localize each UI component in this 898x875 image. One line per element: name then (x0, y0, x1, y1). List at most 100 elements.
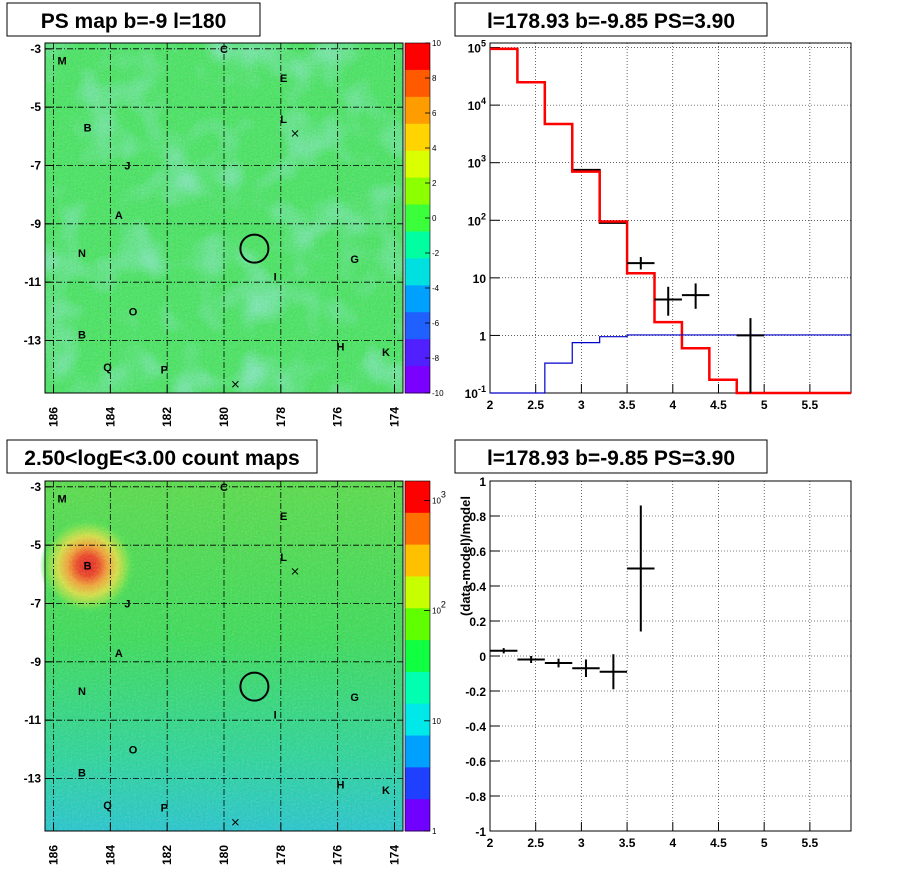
y-tick-label: 0.4 (469, 580, 486, 594)
x-tick-label: 186 (47, 845, 61, 865)
colorbar-segment (405, 231, 430, 259)
y-tick-label: -13 (24, 772, 42, 786)
source-label: B (84, 561, 92, 573)
source-cross (232, 818, 239, 826)
y-tick-label: -7 (30, 597, 41, 611)
source-label: O (129, 306, 138, 318)
y-tick-label: -0.6 (465, 755, 486, 769)
x-tick-label: 180 (217, 407, 231, 427)
colorbar-segment (405, 258, 430, 286)
y-tick-label: 1 (479, 329, 486, 343)
x-tick-label: 4.5 (710, 398, 727, 412)
colorbar-segment (405, 640, 430, 673)
y-tick-label: -3 (30, 480, 41, 494)
residual-panel: l=178.93 b=-9.85 PS=3.90 2 2.5 3 3.5 4 4.5 5 5.5… (454, 439, 852, 850)
panel-title: l=178.93 b=-9.85 PS=3.90 (487, 10, 735, 33)
panel-title: l=178.93 b=-9.85 PS=3.90 (487, 447, 735, 470)
y-tick-label: 10-1 (465, 384, 486, 401)
x-tick-label: 2.5 (527, 398, 544, 412)
y-tick-label: 0.6 (469, 545, 486, 559)
colorbar-frame (404, 480, 431, 832)
source-label: A (115, 648, 123, 660)
x-tick-label: 184 (103, 845, 117, 865)
source-label: G (350, 254, 359, 266)
source-label: K (382, 785, 390, 797)
y-tick-label: 0.2 (469, 615, 486, 629)
x-tick-label: 5 (761, 836, 768, 850)
y-tick-label: -7 (30, 159, 41, 173)
x-tick-label: 5 (761, 398, 768, 412)
source-label: H (337, 341, 345, 353)
source-label: L (280, 552, 287, 564)
colorbar-segment (405, 767, 430, 800)
panel-title: PS map b=-9 l=180 (41, 10, 227, 33)
y-tick-label: 0 (479, 650, 486, 664)
colorbar-segment (405, 735, 430, 768)
colorbar-tick-label: -6 (432, 319, 440, 328)
target-circle (239, 233, 270, 264)
source-label: L (280, 114, 287, 126)
source-label: B (78, 330, 86, 342)
colorbar-tick-label: 4 (432, 144, 437, 153)
y-tick-label: -9 (30, 217, 41, 231)
source-label: M (57, 56, 66, 68)
colorbar-tick-label: 1 (432, 827, 437, 836)
source-label: Q (103, 362, 112, 374)
colorbar-segment (405, 544, 430, 577)
series-step-line (490, 47, 851, 395)
colorbar-tick-label: -4 (432, 284, 440, 293)
y-axis-label: (data-model)/model (458, 496, 473, 616)
colorbar-segment (405, 43, 430, 71)
x-tick-label: 3 (578, 836, 585, 850)
y-tick-label: -0.4 (465, 720, 486, 734)
colorbar-segment (405, 512, 430, 546)
x-tick-label: 4 (669, 836, 676, 850)
source-label: B (78, 768, 86, 780)
colorbar-tick-label: 10 (432, 717, 441, 726)
series-step-line (490, 334, 851, 394)
source-cross (291, 568, 299, 575)
source-label: J (124, 599, 130, 611)
source-label: P (161, 803, 168, 815)
colorbar-tick-label: 10 (432, 39, 441, 48)
x-tick-label: 3.5 (619, 836, 636, 850)
source-label: C (220, 482, 228, 494)
y-tick-label: -13 (24, 334, 42, 348)
y-tick-label: -0.2 (465, 685, 486, 699)
x-tick-label: 176 (331, 845, 345, 865)
colorbar-segment (405, 339, 430, 367)
colorbar-tick-label: -10 (432, 389, 444, 398)
x-tick-label: 3.5 (619, 398, 636, 412)
target-circle (239, 671, 270, 702)
colorbar-segment (405, 671, 430, 705)
source-label: H (337, 779, 345, 791)
y-tick-label: 102 (468, 211, 486, 228)
x-tick-label: 5.5 (802, 398, 819, 412)
x-tick-label: 174 (387, 845, 401, 865)
title-box (6, 439, 318, 474)
y-tick-label: 0.8 (469, 510, 486, 524)
x-tick-label: 176 (331, 407, 345, 427)
colorbar-segment (405, 703, 430, 737)
source-label: B (84, 123, 92, 135)
title-box (454, 2, 768, 37)
y-tick-label: 1 (479, 475, 486, 489)
y-tick-label: 10 (473, 272, 487, 286)
colorbar-segment (405, 799, 430, 832)
source-cross (291, 130, 299, 137)
x-tick-label: 4.5 (710, 836, 727, 850)
colorbar-tick-label: -2 (432, 249, 440, 258)
source-label: I (274, 271, 277, 283)
count-map-panel: 2.50<logE<3.00 count maps 186 184 182 180 178… (6, 439, 446, 865)
x-tick-label: 5.5 (802, 836, 819, 850)
x-tick-label: 182 (160, 407, 174, 427)
colorbar-segment (405, 366, 430, 394)
source-label: I (274, 709, 277, 721)
colorbar-tick-label: -8 (432, 354, 440, 363)
x-tick-label: 2 (487, 398, 494, 412)
source-label: K (382, 347, 390, 359)
x-tick-label: 178 (274, 845, 288, 865)
y-tick-label: -5 (30, 538, 41, 552)
source-label: A (115, 210, 123, 222)
